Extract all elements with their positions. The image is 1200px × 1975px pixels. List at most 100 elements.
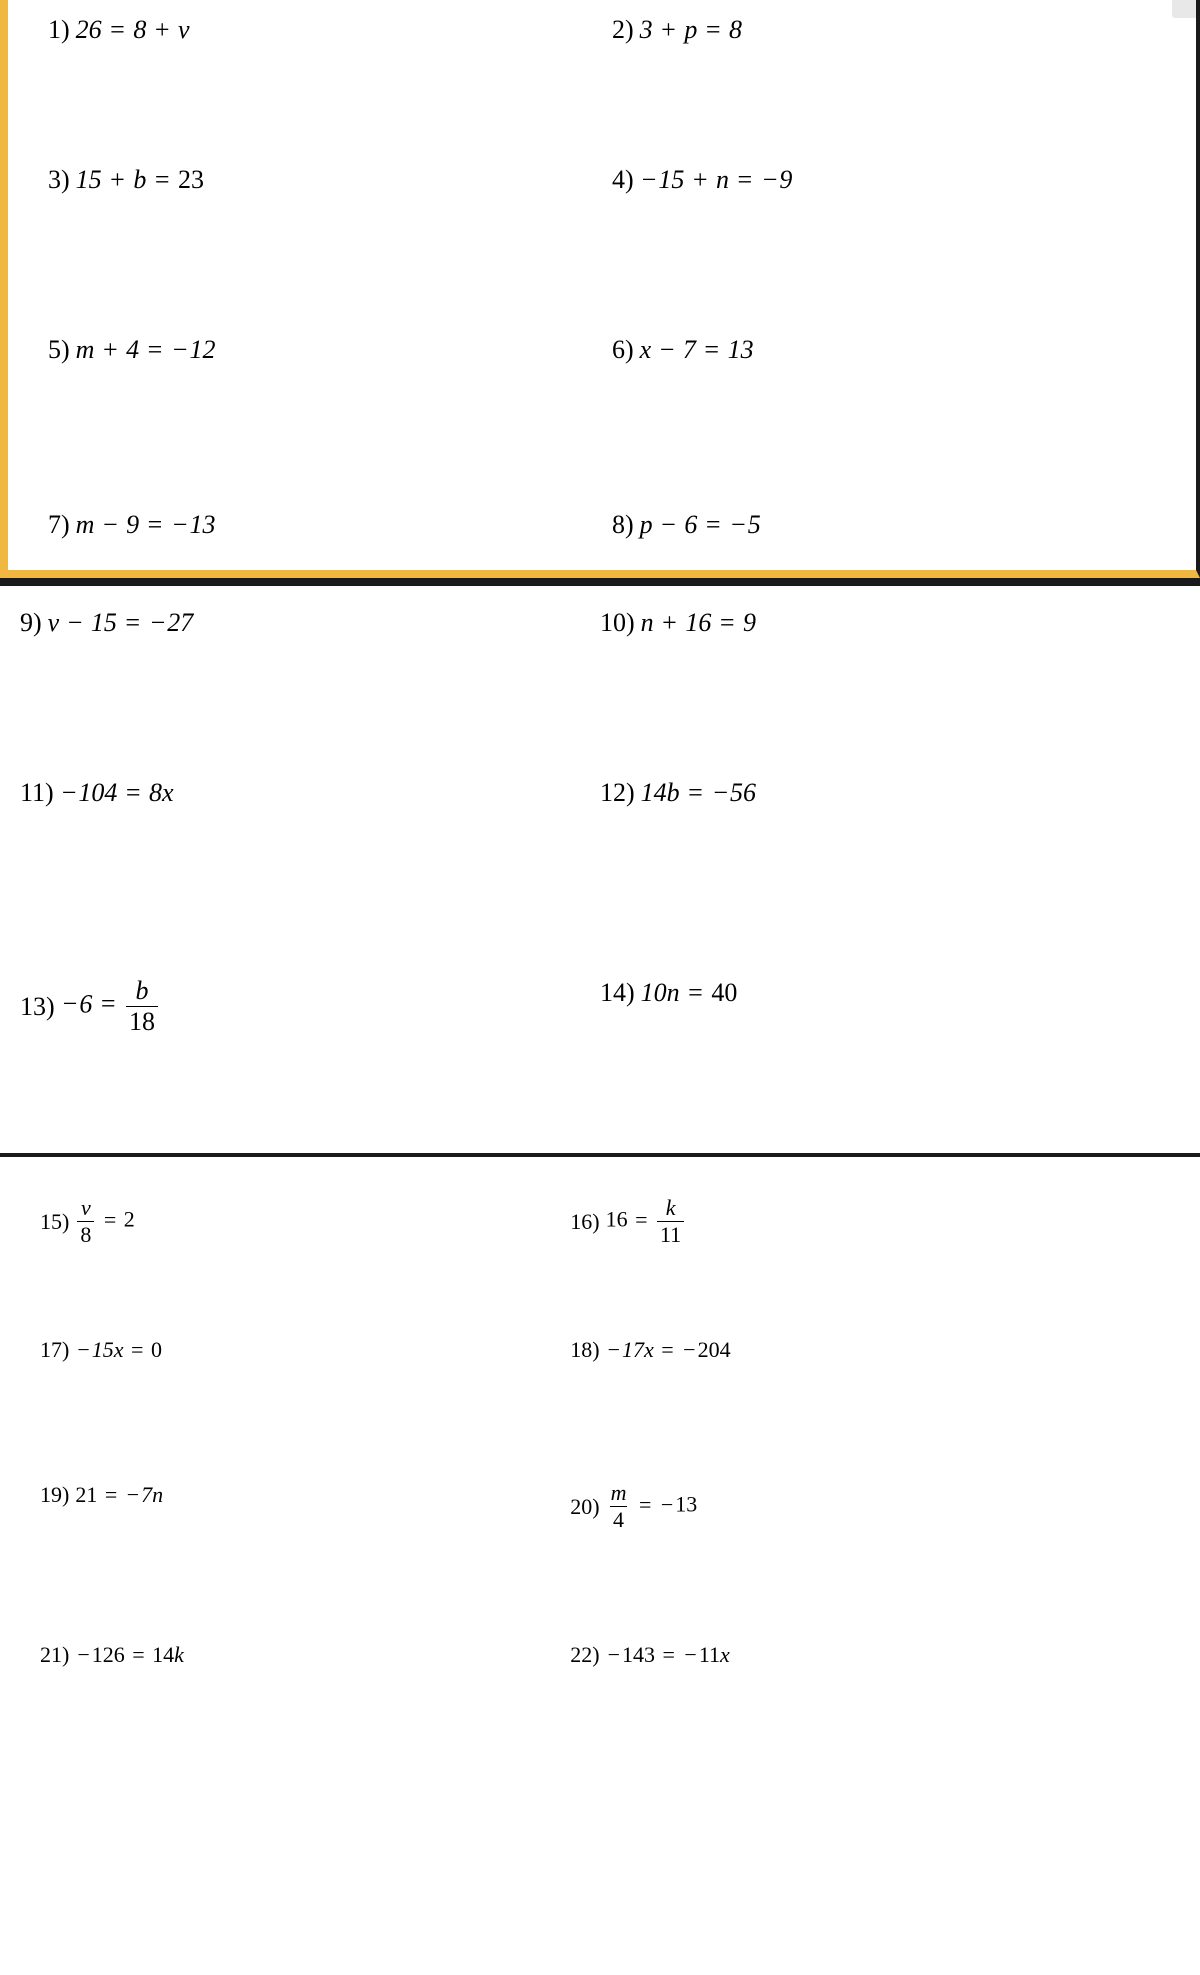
problem-cell: 22) −143 = −11x xyxy=(570,1642,1180,1762)
problem-row: 13) −6 = b18 14) 10n = 40 xyxy=(20,978,1180,1153)
problem-number: 3) xyxy=(48,165,70,195)
problem-cell: 11) −104 = 8x xyxy=(20,778,600,978)
problem-cell: 2) 3 + p = 8 xyxy=(612,15,1176,165)
problem-number: 17) xyxy=(40,1337,69,1363)
problem-13: 13) −6 = b18 xyxy=(20,978,160,1035)
problem-equation: 15 + b = 23 xyxy=(76,165,204,195)
problem-equation: p − 6 = −5 xyxy=(640,510,761,540)
problem-equation: m − 9 = −13 xyxy=(76,510,216,540)
problem-row: 5) m + 4 = −12 6) x − 7 = 13 xyxy=(48,335,1176,510)
problem-number: 22) xyxy=(570,1642,599,1668)
problem-row: 1) 26 = 8 + v 2) 3 + p = 8 xyxy=(48,0,1176,165)
problem-cell: 12) 14b = −56 xyxy=(600,778,1180,978)
problem-number: 20) xyxy=(570,1494,599,1520)
problem-equation: −126 = 14k xyxy=(75,1642,184,1668)
problem-row: 19) 21 = −7n 20) m4 = −13 xyxy=(40,1482,1180,1642)
problem-equation: 16 = k11 xyxy=(606,1197,687,1246)
problem-8: 8) p − 6 = −5 xyxy=(612,510,761,540)
worksheet-section-2: 9) v − 15 = −27 10) n + 16 = 9 11) −104 … xyxy=(0,578,1200,1157)
problem-number: 2) xyxy=(612,15,634,45)
problem-9: 9) v − 15 = −27 xyxy=(20,608,193,638)
problem-equation: m + 4 = −12 xyxy=(76,335,216,365)
problem-number: 7) xyxy=(48,510,70,540)
problem-number: 5) xyxy=(48,335,70,365)
problem-cell: 17) −15x = 0 xyxy=(40,1337,570,1482)
problem-cell: 4) −15 + n = −9 xyxy=(612,165,1176,335)
problem-number: 4) xyxy=(612,165,634,195)
problem-equation: v8 = 2 xyxy=(75,1197,134,1246)
problem-cell: 8) p − 6 = −5 xyxy=(612,510,1176,570)
problem-cell: 14) 10n = 40 xyxy=(600,978,1180,1153)
problem-number: 13) xyxy=(20,992,55,1022)
problem-number: 16) xyxy=(570,1209,599,1235)
problem-number: 1) xyxy=(48,15,70,45)
problem-row: 3) 15 + b = 23 4) −15 + n = −9 xyxy=(48,165,1176,335)
problem-cell: 15) v8 = 2 xyxy=(40,1197,570,1337)
problem-equation: x − 7 = 13 xyxy=(640,335,754,365)
problem-4: 4) −15 + n = −9 xyxy=(612,165,792,195)
problem-number: 14) xyxy=(600,978,635,1008)
problem-7: 7) m − 9 = −13 xyxy=(48,510,215,540)
problem-cell: 18) −17x = −204 xyxy=(570,1337,1180,1482)
problem-cell: 1) 26 = 8 + v xyxy=(48,15,612,165)
problem-equation: −6 = b18 xyxy=(61,978,160,1035)
problem-number: 18) xyxy=(570,1337,599,1363)
worksheet-section-1: 1) 26 = 8 + v 2) 3 + p = 8 3) 15 + b = 2… xyxy=(0,0,1200,578)
problem-12: 12) 14b = −56 xyxy=(600,778,756,808)
problem-number: 12) xyxy=(600,778,635,808)
problem-cell: 13) −6 = b18 xyxy=(20,978,600,1153)
problem-cell: 3) 15 + b = 23 xyxy=(48,165,612,335)
problem-row: 15) v8 = 2 16) 16 = k11 xyxy=(40,1157,1180,1337)
problem-1: 1) 26 = 8 + v xyxy=(48,15,190,45)
problem-equation: −15 + n = −9 xyxy=(640,165,793,195)
problem-cell: 16) 16 = k11 xyxy=(570,1197,1180,1337)
problem-17: 17) −15x = 0 xyxy=(40,1337,162,1363)
problem-equation: −104 = 8x xyxy=(60,778,174,808)
problem-equation: −17x = −204 xyxy=(606,1337,731,1363)
problem-15: 15) v8 = 2 xyxy=(40,1197,135,1246)
problem-number: 8) xyxy=(612,510,634,540)
problem-number: 6) xyxy=(612,335,634,365)
problem-equation: −15x = 0 xyxy=(75,1337,162,1363)
problem-cell: 9) v − 15 = −27 xyxy=(20,608,600,778)
problem-number: 10) xyxy=(600,608,635,638)
problem-number: 11) xyxy=(20,778,54,808)
problem-row: 9) v − 15 = −27 10) n + 16 = 9 xyxy=(20,578,1180,778)
problem-row: 17) −15x = 0 18) −17x = −204 xyxy=(40,1337,1180,1482)
problem-equation: v − 15 = −27 xyxy=(48,608,194,638)
problem-row: 21) −126 = 14k 22) −143 = −11x xyxy=(40,1642,1180,1762)
problem-equation: 3 + p = 8 xyxy=(640,15,742,45)
problem-number: 9) xyxy=(20,608,42,638)
problem-equation: −143 = −11x xyxy=(606,1642,730,1668)
problem-20: 20) m4 = −13 xyxy=(570,1482,697,1531)
problem-2: 2) 3 + p = 8 xyxy=(612,15,742,45)
problem-cell: 10) n + 16 = 9 xyxy=(600,608,1180,778)
problem-number: 19) xyxy=(40,1482,69,1508)
problem-cell: 5) m + 4 = −12 xyxy=(48,335,612,510)
worksheet-section-3: 15) v8 = 2 16) 16 = k11 17) −15x = 0 18)… xyxy=(0,1157,1200,1762)
problem-equation: 21 = −7n xyxy=(75,1482,163,1508)
problem-19: 19) 21 = −7n xyxy=(40,1482,163,1508)
problem-cell: 19) 21 = −7n xyxy=(40,1482,570,1642)
problem-6: 6) x − 7 = 13 xyxy=(612,335,754,365)
problem-22: 22) −143 = −11x xyxy=(570,1642,730,1668)
problem-11: 11) −104 = 8x xyxy=(20,778,174,808)
problem-cell: 7) m − 9 = −13 xyxy=(48,510,612,570)
problem-equation: n + 16 = 9 xyxy=(641,608,756,638)
problem-10: 10) n + 16 = 9 xyxy=(600,608,756,638)
problem-cell: 21) −126 = 14k xyxy=(40,1642,570,1762)
page-corner-fold xyxy=(1172,0,1196,18)
problem-18: 18) −17x = −204 xyxy=(570,1337,730,1363)
problem-number: 21) xyxy=(40,1642,69,1668)
problem-3: 3) 15 + b = 23 xyxy=(48,165,204,195)
problem-5: 5) m + 4 = −12 xyxy=(48,335,215,365)
problem-equation: 14b = −56 xyxy=(641,778,756,808)
problem-equation: 10n = 40 xyxy=(641,978,738,1008)
problem-row: 11) −104 = 8x 12) 14b = −56 xyxy=(20,778,1180,978)
problem-row: 7) m − 9 = −13 8) p − 6 = −5 xyxy=(48,510,1176,570)
problem-number: 15) xyxy=(40,1209,69,1235)
problem-equation: m4 = −13 xyxy=(606,1482,698,1531)
problem-14: 14) 10n = 40 xyxy=(600,978,737,1008)
problem-21: 21) −126 = 14k xyxy=(40,1642,184,1668)
problem-cell: 20) m4 = −13 xyxy=(570,1482,1180,1642)
